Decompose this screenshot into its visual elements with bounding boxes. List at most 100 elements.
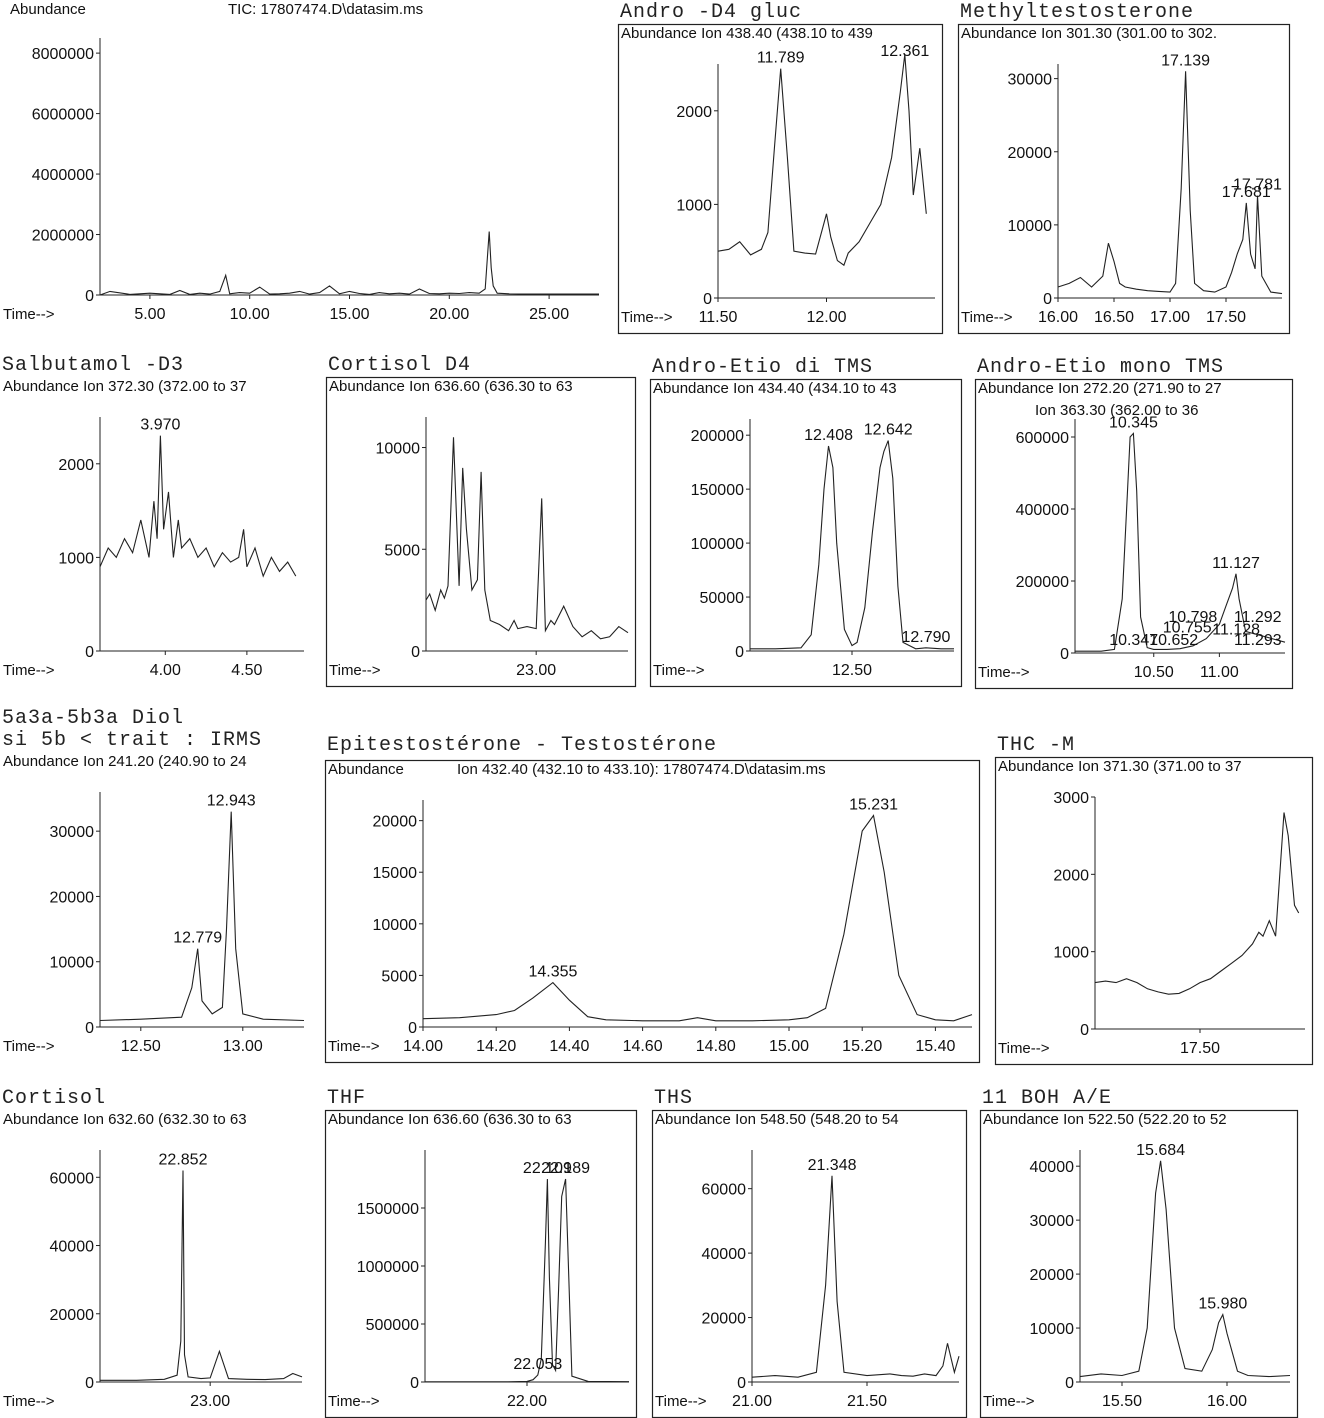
chromatogram-svg: Abundance Ion 301.30 (301.00 to 302. 0 100…	[957, 23, 1291, 335]
y-tick-label: 50000	[700, 590, 745, 607]
panel-title: THF	[327, 1087, 367, 1110]
y-tick-label: 2000	[1053, 867, 1089, 884]
peak-label: 11.128	[1212, 621, 1260, 638]
peak-label: 11.127	[1212, 555, 1260, 572]
peak-label: 10.798	[1168, 609, 1217, 626]
panel-title: Methyltestosterone	[960, 1, 1195, 24]
panel-header: Abundance Ion 372.30 (372.00 to 37	[3, 378, 247, 395]
series-line	[99, 811, 305, 1022]
y-tick-label: 0	[703, 291, 712, 308]
y-tick-label: 0	[85, 1375, 94, 1392]
panel-title: Cortisol D4	[328, 354, 472, 377]
peak-label: 15.980	[1198, 1296, 1247, 1313]
series-line	[751, 1175, 960, 1378]
y-tick-label: 0	[85, 288, 94, 305]
x-tick-label: 4.00	[150, 662, 181, 679]
x-tick-label: 21.00	[732, 1393, 772, 1410]
panel-header-secondary: Ion 363.30 (362.00 to 36	[1035, 402, 1198, 419]
peak-label: 10.347	[1109, 632, 1158, 649]
panel-header: Abundance Ion 371.30 (371.00 to 37	[998, 758, 1242, 775]
x-tick-label: 14.60	[623, 1038, 663, 1055]
y-tick-label: 1000000	[357, 1259, 419, 1276]
y-tick-label: 5000	[384, 542, 420, 559]
x-tick-label: 21.50	[847, 1393, 887, 1410]
y-tick-label: 0	[410, 1375, 419, 1392]
peak-label: 11.292	[1234, 609, 1282, 626]
y-tick-label: 6000000	[32, 107, 94, 124]
y-tick-label: 8000000	[32, 46, 94, 63]
panel-frame	[994, 756, 1314, 1066]
y-tick-label: 20000	[50, 1307, 95, 1324]
panel-title: 11 BOH A/E	[982, 1087, 1113, 1110]
peak-label: 10.345	[1109, 414, 1158, 431]
panel-frame	[957, 23, 1291, 335]
chromatogram-panel: THF Abundance Ion 636.60 (636.30 to 63 0 50…	[324, 1087, 638, 1418]
panel-title: 5a3a-5b3a Diol	[2, 707, 185, 730]
x-tick-label: 12.50	[121, 1038, 161, 1055]
chromatogram-panel: 11 BOH A/E Abundance Ion 522.50 (522.20 t…	[979, 1087, 1299, 1418]
chromatogram-svg: Abundance Ion 432.40 (432.10 to 433.10): …	[324, 759, 981, 1064]
y-tick-label: 0	[85, 1020, 94, 1037]
y-tick-label: 60000	[702, 1182, 747, 1199]
y-tick-label: 0	[737, 1375, 746, 1392]
y-tick-label: 2000	[58, 457, 94, 474]
panel-frame	[325, 376, 637, 688]
y-tick-label: 2000	[676, 104, 712, 121]
x-tick-label: 15.20	[842, 1038, 882, 1055]
chromatogram-panel: Andro-Etio di TMS Abundance Ion 434.40 (4…	[649, 357, 963, 688]
x-tick-label: 25.00	[529, 306, 569, 323]
chromatogram-panel: Andro -D4 gluc Abundance Ion 438.40 (438.…	[617, 2, 944, 335]
y-tick-label: 200000	[1016, 574, 1069, 591]
x-axis-label: Time-->	[655, 1393, 707, 1410]
panel-frame	[649, 378, 963, 688]
x-axis-label: Time-->	[653, 662, 705, 679]
chromatogram-svg: Abundance Ion 636.60 (636.30 to 63 0 5000 1…	[325, 376, 637, 688]
y-tick-label: 3000	[1053, 790, 1089, 807]
series-line	[1075, 432, 1286, 652]
peak-label: 17.781	[1233, 177, 1282, 194]
chromatogram-panel: THC -M Abundance Ion 371.30 (371.00 to 37…	[994, 734, 1314, 1066]
y-tick-label: 0	[408, 1020, 417, 1037]
x-axis-label: Time-->	[983, 1393, 1035, 1410]
y-tick-label: 0	[411, 644, 420, 661]
y-tick-label: 100000	[691, 536, 744, 553]
panel-title: THC -M	[997, 734, 1076, 757]
peak-label: 17.139	[1161, 52, 1210, 69]
x-axis-label: Time-->	[3, 662, 55, 679]
y-tick-label: 20000	[702, 1311, 747, 1328]
x-tick-label: 11.50	[699, 309, 738, 326]
y-tick-label: 10000	[376, 441, 421, 458]
series-line	[99, 435, 297, 578]
x-tick-label: 15.40	[915, 1038, 955, 1055]
x-axis-label: Time-->	[3, 1393, 55, 1410]
peak-label: 22.852	[159, 1151, 208, 1168]
x-tick-label: 17.50	[1180, 1040, 1220, 1057]
x-tick-label: 16.00	[1038, 309, 1078, 326]
y-tick-label: 60000	[50, 1170, 95, 1187]
y-tick-label: 20000	[1008, 145, 1053, 162]
y-tick-label: 30000	[1008, 72, 1053, 89]
x-axis-label: Time-->	[621, 309, 673, 326]
x-tick-label: 14.40	[549, 1038, 589, 1055]
y-tick-label: 40000	[702, 1246, 747, 1263]
y-tick-label: 2000000	[32, 228, 94, 245]
x-tick-label: 17.50	[1206, 309, 1246, 326]
chromatogram-svg: Abundance Ion 434.40 (434.10 to 43 0 50000…	[649, 378, 963, 688]
x-tick-label: 15.50	[1102, 1393, 1142, 1410]
chromatogram-panel: Salbutamol -D3 Abundance Ion 372.30 (372.…	[0, 355, 312, 687]
y-tick-label: 200000	[691, 428, 744, 445]
x-tick-label: 12.00	[806, 309, 846, 326]
panel-subtitle: si 5b < trait : IRMS	[2, 729, 263, 752]
series-line	[717, 54, 927, 267]
panel-title: Epitestostérone - Testostérone	[327, 734, 718, 757]
y-tick-label: 40000	[50, 1239, 95, 1256]
y-tick-label: 0	[1065, 1375, 1074, 1392]
chromatogram-panel: Andro-Etio mono TMS Abundance Ion 272.20 …	[974, 357, 1294, 690]
x-tick-label: 10.50	[1134, 664, 1174, 681]
y-tick-label: 20000	[373, 814, 418, 831]
x-tick-label: 17.00	[1150, 309, 1190, 326]
peak-label: 12.642	[864, 422, 913, 439]
peak-label: 12.361	[880, 43, 929, 60]
series-line	[1079, 1160, 1291, 1378]
panel-header: Abundance Ion 272.20 (271.90 to 27	[978, 380, 1222, 397]
